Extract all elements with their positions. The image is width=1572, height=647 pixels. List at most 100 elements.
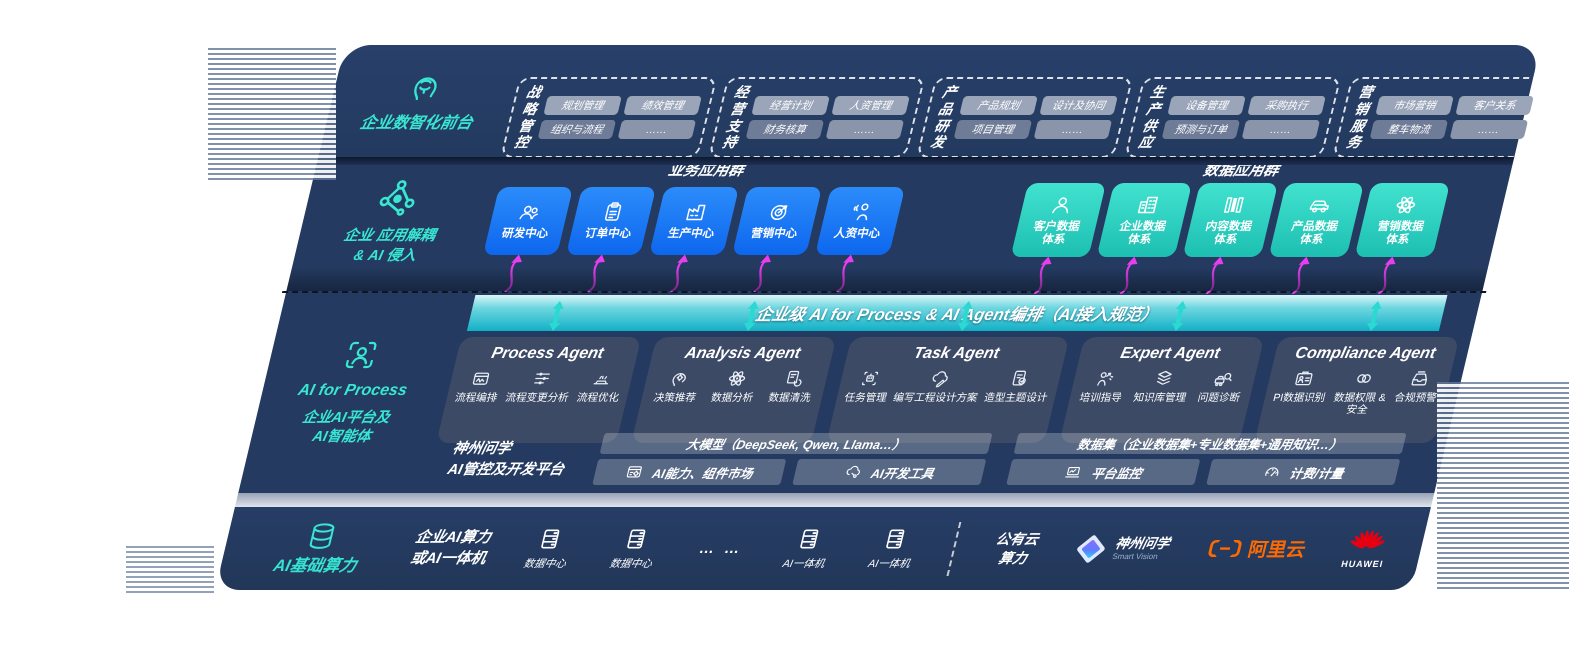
diagnose-icon	[1210, 368, 1236, 389]
agent-card: Compliance Agent PI数据识别 数据权限 & 安全 合规预警	[1254, 301, 1460, 443]
front-chip: ……	[825, 120, 905, 140]
teal-double-arrow-icon	[545, 301, 568, 331]
agent-item-label: 数据清洗	[766, 392, 812, 404]
platform-cell: AI开发工具	[792, 459, 987, 485]
agent-item-label: 任务管理	[843, 392, 888, 404]
magenta-arrow-icon	[1201, 256, 1234, 295]
apps-rail-label: 企业 应用解耦 & AI 侵入	[342, 228, 437, 264]
teal-double-arrow-icon	[740, 301, 763, 331]
compute-node-label: 数据中心	[522, 558, 568, 570]
agent-item: 数据分析	[710, 368, 761, 404]
band-digital-front: 企业数智化前台 战略 管控 规划管理 绩效管理 组织与流程…… 经营 支持 经营计划 人资管…	[318, 45, 1550, 159]
magenta-arrow-icon	[1115, 256, 1148, 295]
tile-label: 营销数据 体系	[1376, 220, 1426, 246]
shenzhou-diamond-icon	[1072, 533, 1112, 565]
compute-row: 企业AI算力 或AI一体机 数据中心 数据中心 … … AI一体机 AI一体机 公有云 …	[407, 521, 1428, 576]
tile-wrap: 人资中心	[806, 187, 906, 293]
platform-label-line1: 神州问学	[450, 441, 513, 457]
tile-wrap: 企业数据 体系	[1088, 183, 1193, 295]
business-tile-row: 研发中心 订单中心 生产中心 营销中心 人资中心	[474, 187, 906, 293]
band-compute: AI基础算力 企业AI算力 或AI一体机 数据中心 数据中心 … … AI一体机 AI一…	[215, 507, 1431, 590]
front-group-title: 营销 服务	[1344, 84, 1375, 151]
front-chip: 整车物流	[1369, 120, 1449, 140]
front-group-title: 战略 管控	[512, 84, 543, 151]
magenta-arrow-icon	[582, 254, 615, 293]
platform-groups: 大模型（DeepSeek, Qwen, Llama…） AI能力、组件市场 AI开…	[592, 433, 1407, 485]
tile-label: 企业数据 体系	[1118, 220, 1168, 246]
agent-item-label: 培训指导	[1078, 392, 1124, 404]
front-rail: 企业数智化前台	[324, 69, 520, 135]
agent-item: 流程变更分析	[504, 368, 576, 404]
aliyun-logo: 阿里云	[1204, 535, 1308, 562]
platform-cell-label: AI能力、组件市场	[650, 466, 755, 481]
columns-icon	[1219, 193, 1249, 217]
front-chip: 产品规划	[959, 96, 1038, 116]
glitch-stripes	[208, 48, 336, 180]
platform-label-line2: AI管控及开发平台	[445, 462, 566, 479]
agent-item-label: 流程变更分析	[504, 392, 570, 404]
front-group: 营销 服务 市场营销 客户关系 整车物流……	[1332, 77, 1550, 159]
front-group-title: 产品 研发	[928, 84, 959, 151]
datasets-column: 数据集（企业数据集+专业数据集+通用知识…） 平台监控 计费/计量	[1006, 433, 1407, 485]
data-tile-row: 客户数据 体系 企业数据 体系 内容数据 体系 产品数据 体系 营销数据 体系	[1002, 183, 1451, 295]
scan-person-icon	[339, 337, 384, 373]
huawei-flower-icon	[1347, 529, 1388, 557]
logo-text: 阿里云	[1245, 540, 1308, 561]
compute-node-label: 数据中心	[608, 558, 654, 570]
agent-title: Task Agent	[911, 345, 1002, 362]
app-tile: 营销中心	[731, 187, 823, 255]
molecule-icon	[373, 177, 425, 219]
tile-wrap: 客户数据 体系	[1002, 183, 1107, 295]
front-group-chips: 产品规划 设计及协同 项目管理……	[953, 96, 1118, 140]
front-group-title: 经营 支持	[720, 84, 751, 151]
link-shield-icon	[1351, 368, 1377, 389]
teal-double-arrow-icon	[1363, 301, 1386, 331]
front-chip: ……	[1241, 120, 1321, 140]
front-group: 经营 支持 经营计划 人资管理 财务核算……	[708, 77, 926, 159]
compute-node: AI一体机	[867, 526, 919, 571]
server-icon	[793, 526, 825, 552]
car-icon	[1305, 193, 1335, 217]
agent-item: 编写工程设计方案	[892, 368, 985, 404]
tile-wrap: 内容数据 体系	[1174, 183, 1279, 295]
agent-item: 数据权限 & 安全	[1330, 368, 1393, 416]
agent-item-label: 合规预警	[1393, 392, 1438, 404]
tile-label: 生产中心	[666, 228, 716, 241]
magenta-arrow-icon	[665, 254, 698, 293]
platform-cell-label: AI开发工具	[869, 466, 936, 481]
doc-refresh-icon	[781, 368, 807, 389]
agent-item: 任务管理	[843, 368, 894, 404]
people-icon	[515, 200, 545, 224]
agent-item: 知识库管理	[1132, 368, 1193, 404]
agent-items: PI数据识别 数据权限 & 安全 合规预警	[1265, 368, 1447, 416]
agent-item-label: 编写工程设计方案	[891, 392, 979, 404]
logo-subtext: Smart Vision	[1111, 551, 1159, 561]
tile-wrap: 营销中心	[723, 187, 823, 293]
compute-node: 数据中心	[608, 526, 661, 571]
app-tile: 人资中心	[814, 187, 906, 255]
agent-title: Expert Agent	[1118, 345, 1222, 362]
magenta-arrow-icon	[748, 254, 781, 293]
compute-node-label: AI一体机	[781, 558, 826, 570]
vertical-dashed-divider	[946, 521, 962, 576]
front-chip: ……	[617, 120, 697, 140]
logo-text: HUAWEI	[1340, 558, 1385, 569]
tile-label: 人资中心	[832, 228, 882, 241]
agent-item: 合规预警	[1393, 368, 1444, 404]
huawei-logo: HUAWEI	[1340, 529, 1392, 569]
front-chip: 经营计划	[751, 96, 830, 116]
agent-items: 任务管理 编写工程设计方案 造型主题设计	[841, 368, 1057, 404]
person-icon	[1047, 193, 1077, 217]
ai-rail-subtitle: 企业AI平台及 AI智能体	[300, 409, 392, 446]
front-chip: 客户关系	[1455, 96, 1534, 116]
shenzhou-wenxue-logo: 神州问学 Smart Vision	[1072, 533, 1173, 565]
agent-item: 问题诊断	[1196, 368, 1247, 404]
training-icon	[1092, 368, 1118, 389]
brain-head-icon	[403, 69, 448, 105]
front-rail-label: 企业数智化前台	[358, 115, 475, 132]
app-tile: 订单中心	[565, 187, 657, 255]
front-group-title: 生产 供应	[1136, 84, 1167, 151]
sliders-icon	[529, 368, 555, 389]
band-edge-shadow	[316, 157, 1515, 165]
front-chip: 预测与订单	[1161, 120, 1241, 140]
